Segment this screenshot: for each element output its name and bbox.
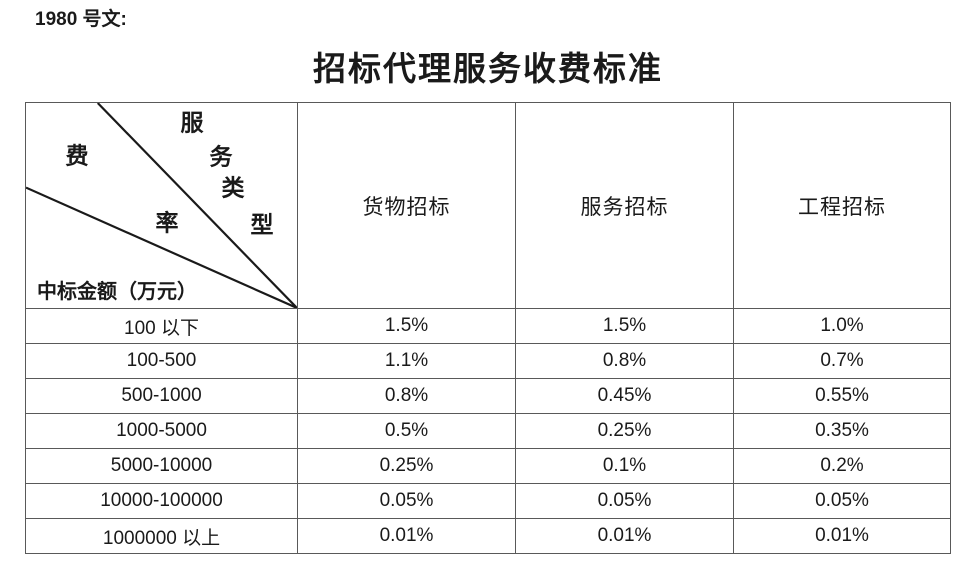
fee-value-cell: 0.7% <box>733 343 951 379</box>
row-label: 100 以下 <box>25 308 298 344</box>
fee-value-cell: 0.01% <box>515 518 734 554</box>
fee-value-cell: 0.05% <box>515 483 734 519</box>
diagonal-divider-lines <box>26 103 297 308</box>
column-header-works-bidding: 工程招标 <box>733 102 951 309</box>
table-row: 5000-10000 0.25% 0.1% 0.2% <box>25 448 951 484</box>
fee-value-cell: 0.55% <box>733 378 951 414</box>
row-label: 500-1000 <box>25 378 298 414</box>
corner-service-char-3: 类 <box>221 174 245 202</box>
corner-service-char-4: 型 <box>250 211 274 239</box>
fee-standard-table: 费 率 服 务 类 型 中标金额（万元） 货物招标 服务招标 工程招标 100 … <box>25 102 951 554</box>
fee-value-cell: 0.25% <box>297 448 516 484</box>
doc-ref-number: 1980 号文: <box>35 9 127 30</box>
header-row: 费 率 服 务 类 型 中标金额（万元） 货物招标 服务招标 工程招标 <box>25 102 951 309</box>
fee-value-cell: 0.05% <box>733 483 951 519</box>
fee-value-cell: 0.05% <box>297 483 516 519</box>
fee-value-cell: 0.5% <box>297 413 516 449</box>
fee-value-cell: 0.8% <box>297 378 516 414</box>
row-label: 5000-10000 <box>25 448 298 484</box>
fee-value-cell: 0.01% <box>297 518 516 554</box>
table-row: 100-500 1.1% 0.8% 0.7% <box>25 343 951 379</box>
page-title: 招标代理服务收费标准 <box>313 49 663 88</box>
fee-value-cell: 0.25% <box>515 413 734 449</box>
row-label: 1000-5000 <box>25 413 298 449</box>
corner-service-char-2: 务 <box>209 143 233 171</box>
table-row: 10000-100000 0.05% 0.05% 0.05% <box>25 483 951 519</box>
fee-value-cell: 0.01% <box>733 518 951 554</box>
column-header-service-bidding: 服务招标 <box>515 102 734 309</box>
fee-value-cell: 0.2% <box>733 448 951 484</box>
row-label: 100-500 <box>25 343 298 379</box>
corner-amount-label: 中标金额（万元） <box>37 279 197 303</box>
corner-service-char-1: 服 <box>180 109 204 137</box>
table-row: 1000-5000 0.5% 0.25% 0.35% <box>25 413 951 449</box>
row-label: 1000000 以上 <box>25 518 298 554</box>
corner-header-cell: 费 率 服 务 类 型 中标金额（万元） <box>25 102 298 309</box>
table-row: 100 以下 1.5% 1.5% 1.0% <box>25 308 951 344</box>
corner-fee-char: 费 <box>65 142 89 170</box>
corner-rate-char: 率 <box>155 209 179 237</box>
fee-value-cell: 1.0% <box>733 308 951 344</box>
column-header-goods-bidding: 货物招标 <box>297 102 516 309</box>
fee-value-cell: 0.35% <box>733 413 951 449</box>
fee-value-cell: 0.45% <box>515 378 734 414</box>
table-row: 500-1000 0.8% 0.45% 0.55% <box>25 378 951 414</box>
fee-value-cell: 1.5% <box>297 308 516 344</box>
fee-value-cell: 0.1% <box>515 448 734 484</box>
fee-value-cell: 1.1% <box>297 343 516 379</box>
fee-value-cell: 0.8% <box>515 343 734 379</box>
fee-value-cell: 1.5% <box>515 308 734 344</box>
table-row: 1000000 以上 0.01% 0.01% 0.01% <box>25 518 951 554</box>
row-label: 10000-100000 <box>25 483 298 519</box>
